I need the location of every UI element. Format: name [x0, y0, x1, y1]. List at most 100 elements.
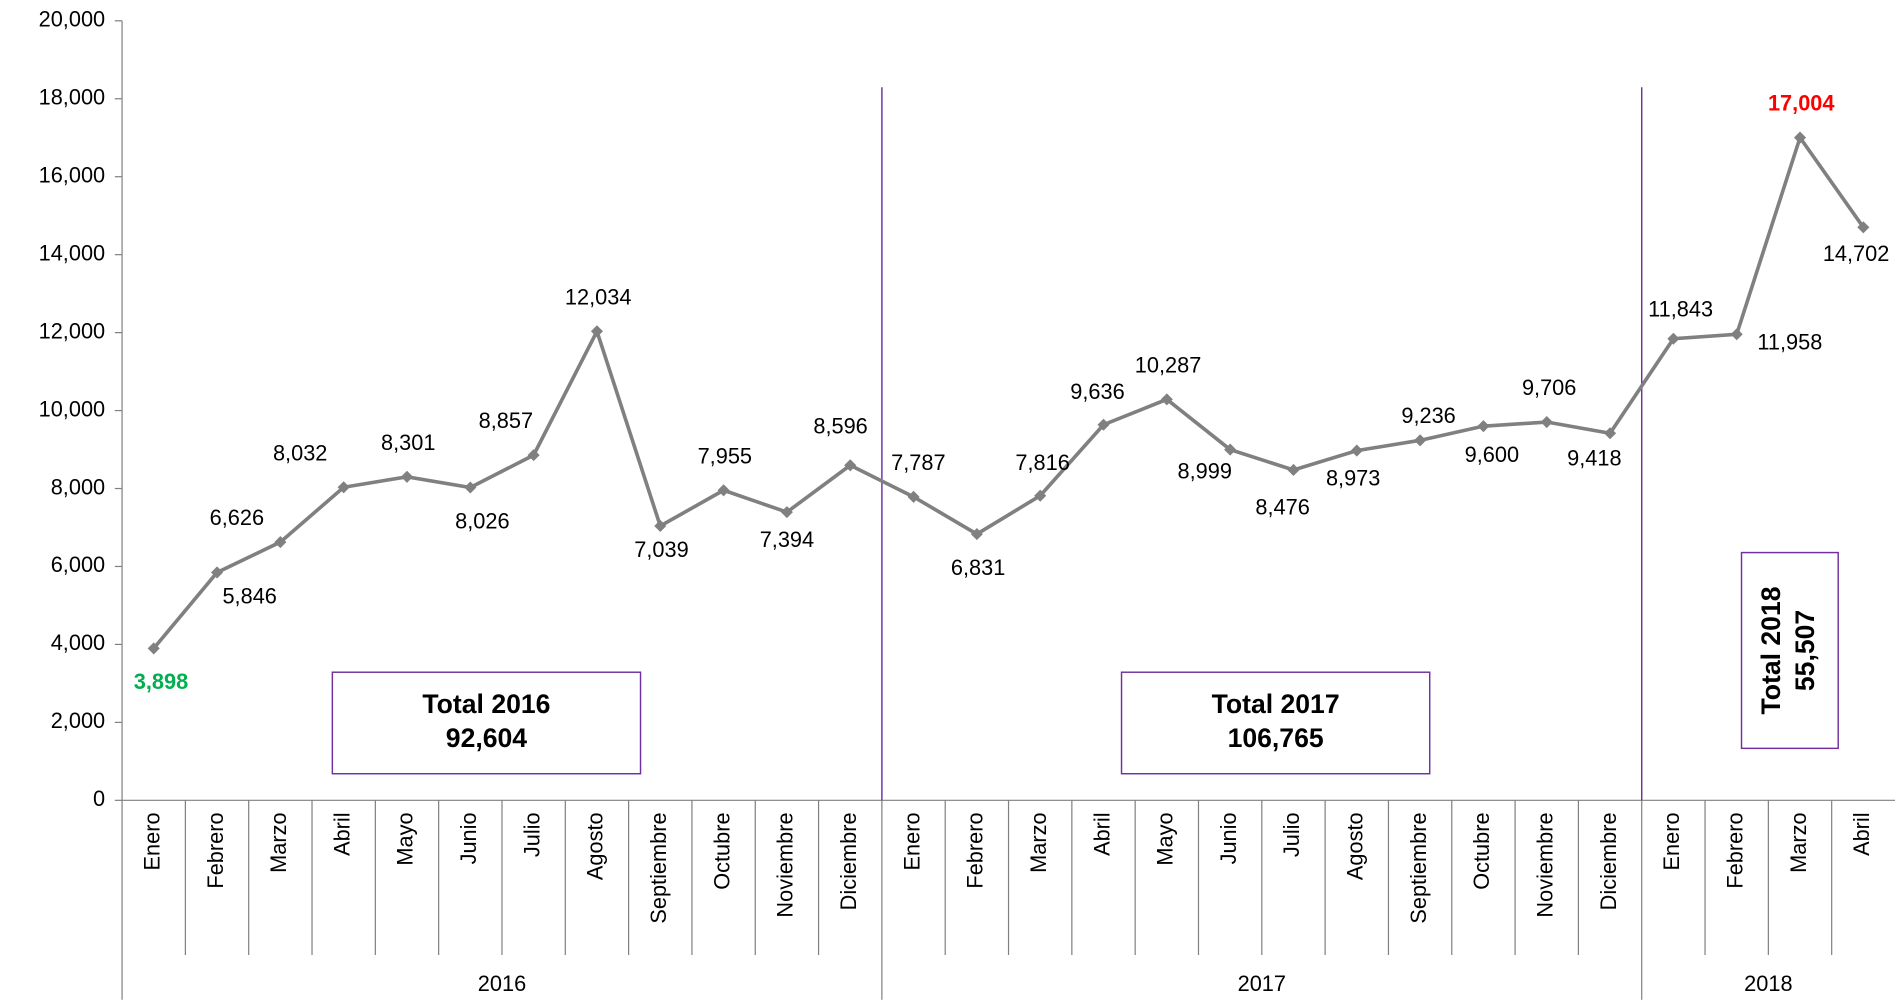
x-tick-label: Enero: [899, 812, 924, 870]
annotation-text: Total 2018: [1756, 586, 1786, 714]
y-tick-label: 14,000: [39, 240, 106, 265]
data-point: [1540, 415, 1553, 429]
x-tick-label: Febrero: [963, 812, 988, 888]
x-tick-label: Septiembre: [1406, 812, 1431, 923]
y-tick-label: 12,000: [39, 318, 106, 343]
data-point: [654, 519, 667, 533]
y-tick-label: 6,000: [51, 552, 105, 577]
x-tick-label: Marzo: [266, 812, 291, 872]
data-label: 8,973: [1326, 465, 1380, 490]
data-point: [1730, 328, 1743, 341]
annotation-text: Total 2016: [422, 689, 550, 719]
y-tick-label: 4,000: [51, 630, 105, 655]
x-tick-label: Febrero: [203, 812, 228, 888]
data-label: 8,301: [381, 430, 435, 455]
y-tick-label: 8,000: [51, 474, 105, 499]
x-tick-label: Marzo: [1026, 812, 1051, 872]
data-point: [464, 481, 477, 494]
data-point: [1667, 332, 1680, 345]
data-label: 9,236: [1401, 403, 1455, 428]
annotation-box: [1120, 671, 1431, 775]
data-label: 6,831: [951, 555, 1005, 580]
data-point: [147, 642, 160, 655]
data-point: [1160, 393, 1173, 406]
data-point: [907, 490, 920, 503]
data-label: 8,026: [455, 508, 509, 533]
x-tick-label: Abril: [1089, 812, 1114, 856]
x-tick-label: Febrero: [1722, 812, 1747, 888]
y-tick-label: 0: [93, 786, 105, 811]
data-point: [1034, 489, 1047, 502]
data-label: 7,955: [698, 443, 752, 468]
data-label: 9,600: [1465, 442, 1519, 467]
data-point: [590, 325, 603, 338]
data-label: 9,636: [1070, 379, 1124, 404]
annotation-box: [1740, 551, 1839, 750]
data-label: 10,287: [1135, 353, 1202, 378]
data-point: [1477, 420, 1490, 433]
data-label: 11,958: [1757, 330, 1822, 355]
data-point: [1350, 444, 1363, 457]
data-label: 8,999: [1178, 458, 1232, 483]
data-point: [1604, 427, 1617, 440]
y-tick-label: 10,000: [39, 396, 106, 421]
x-tick-label: Octubre: [709, 812, 734, 889]
data-label: 7,394: [760, 527, 814, 552]
group-label: 2016: [478, 971, 526, 996]
data-label: 14,702: [1823, 241, 1890, 266]
x-tick-label: Marzo: [1786, 812, 1811, 872]
data-label: 3,898: [134, 669, 188, 694]
data-label: 8,476: [1255, 494, 1309, 519]
data-point: [844, 459, 857, 472]
data-point: [970, 528, 983, 541]
y-tick-label: 18,000: [39, 85, 106, 110]
data-point: [1857, 221, 1870, 234]
data-label: 8,857: [479, 408, 533, 433]
annotation-text: Total 2017: [1212, 689, 1340, 719]
x-tick-label: Julio: [1279, 812, 1304, 857]
x-tick-label: Mayo: [393, 812, 418, 865]
x-tick-label: Diciembre: [1596, 812, 1621, 910]
y-tick-label: 16,000: [39, 162, 106, 187]
x-tick-label: Junio: [1216, 812, 1241, 864]
group-label: 2017: [1238, 971, 1286, 996]
annotation-text: 55,507: [1790, 610, 1820, 691]
data-label: 7,816: [1015, 450, 1069, 475]
data-label: 12,034: [565, 284, 632, 309]
data-point: [1414, 434, 1427, 447]
x-tick-label: Agosto: [1343, 812, 1368, 880]
x-tick-label: Agosto: [583, 812, 608, 880]
data-point: [337, 481, 350, 494]
x-tick-label: Abril: [1849, 812, 1874, 856]
x-tick-label: Noviembre: [1532, 812, 1557, 917]
x-tick-label: Mayo: [1153, 812, 1178, 865]
y-tick-label: 2,000: [51, 708, 105, 733]
data-point: [527, 449, 540, 462]
x-tick-label: Junio: [456, 812, 481, 864]
data-label: 7,039: [634, 537, 688, 562]
data-point: [274, 536, 287, 549]
data-point: [1793, 131, 1807, 144]
data-point: [1224, 443, 1237, 456]
data-point: [780, 506, 793, 519]
x-tick-label: Diciembre: [836, 812, 861, 910]
annotation-text: 106,765: [1228, 723, 1324, 753]
data-label: 9,418: [1567, 446, 1621, 471]
x-tick-label: Abril: [329, 812, 354, 856]
data-point: [400, 470, 414, 483]
x-tick-label: Julio: [519, 812, 544, 857]
x-tick-label: Septiembre: [646, 812, 671, 923]
data-label: 5,846: [222, 584, 276, 609]
y-tick-label: 20,000: [39, 7, 106, 32]
annotation-text: 92,604: [446, 723, 528, 753]
data-label: 8,596: [813, 414, 867, 439]
data-label: 11,843: [1648, 297, 1713, 322]
group-label: 2018: [1744, 971, 1792, 996]
data-point: [1287, 463, 1300, 477]
data-label: 9,706: [1522, 375, 1576, 400]
data-label: 17,004: [1768, 91, 1835, 116]
annotation-box: [331, 671, 642, 775]
x-tick-label: Enero: [139, 812, 164, 870]
